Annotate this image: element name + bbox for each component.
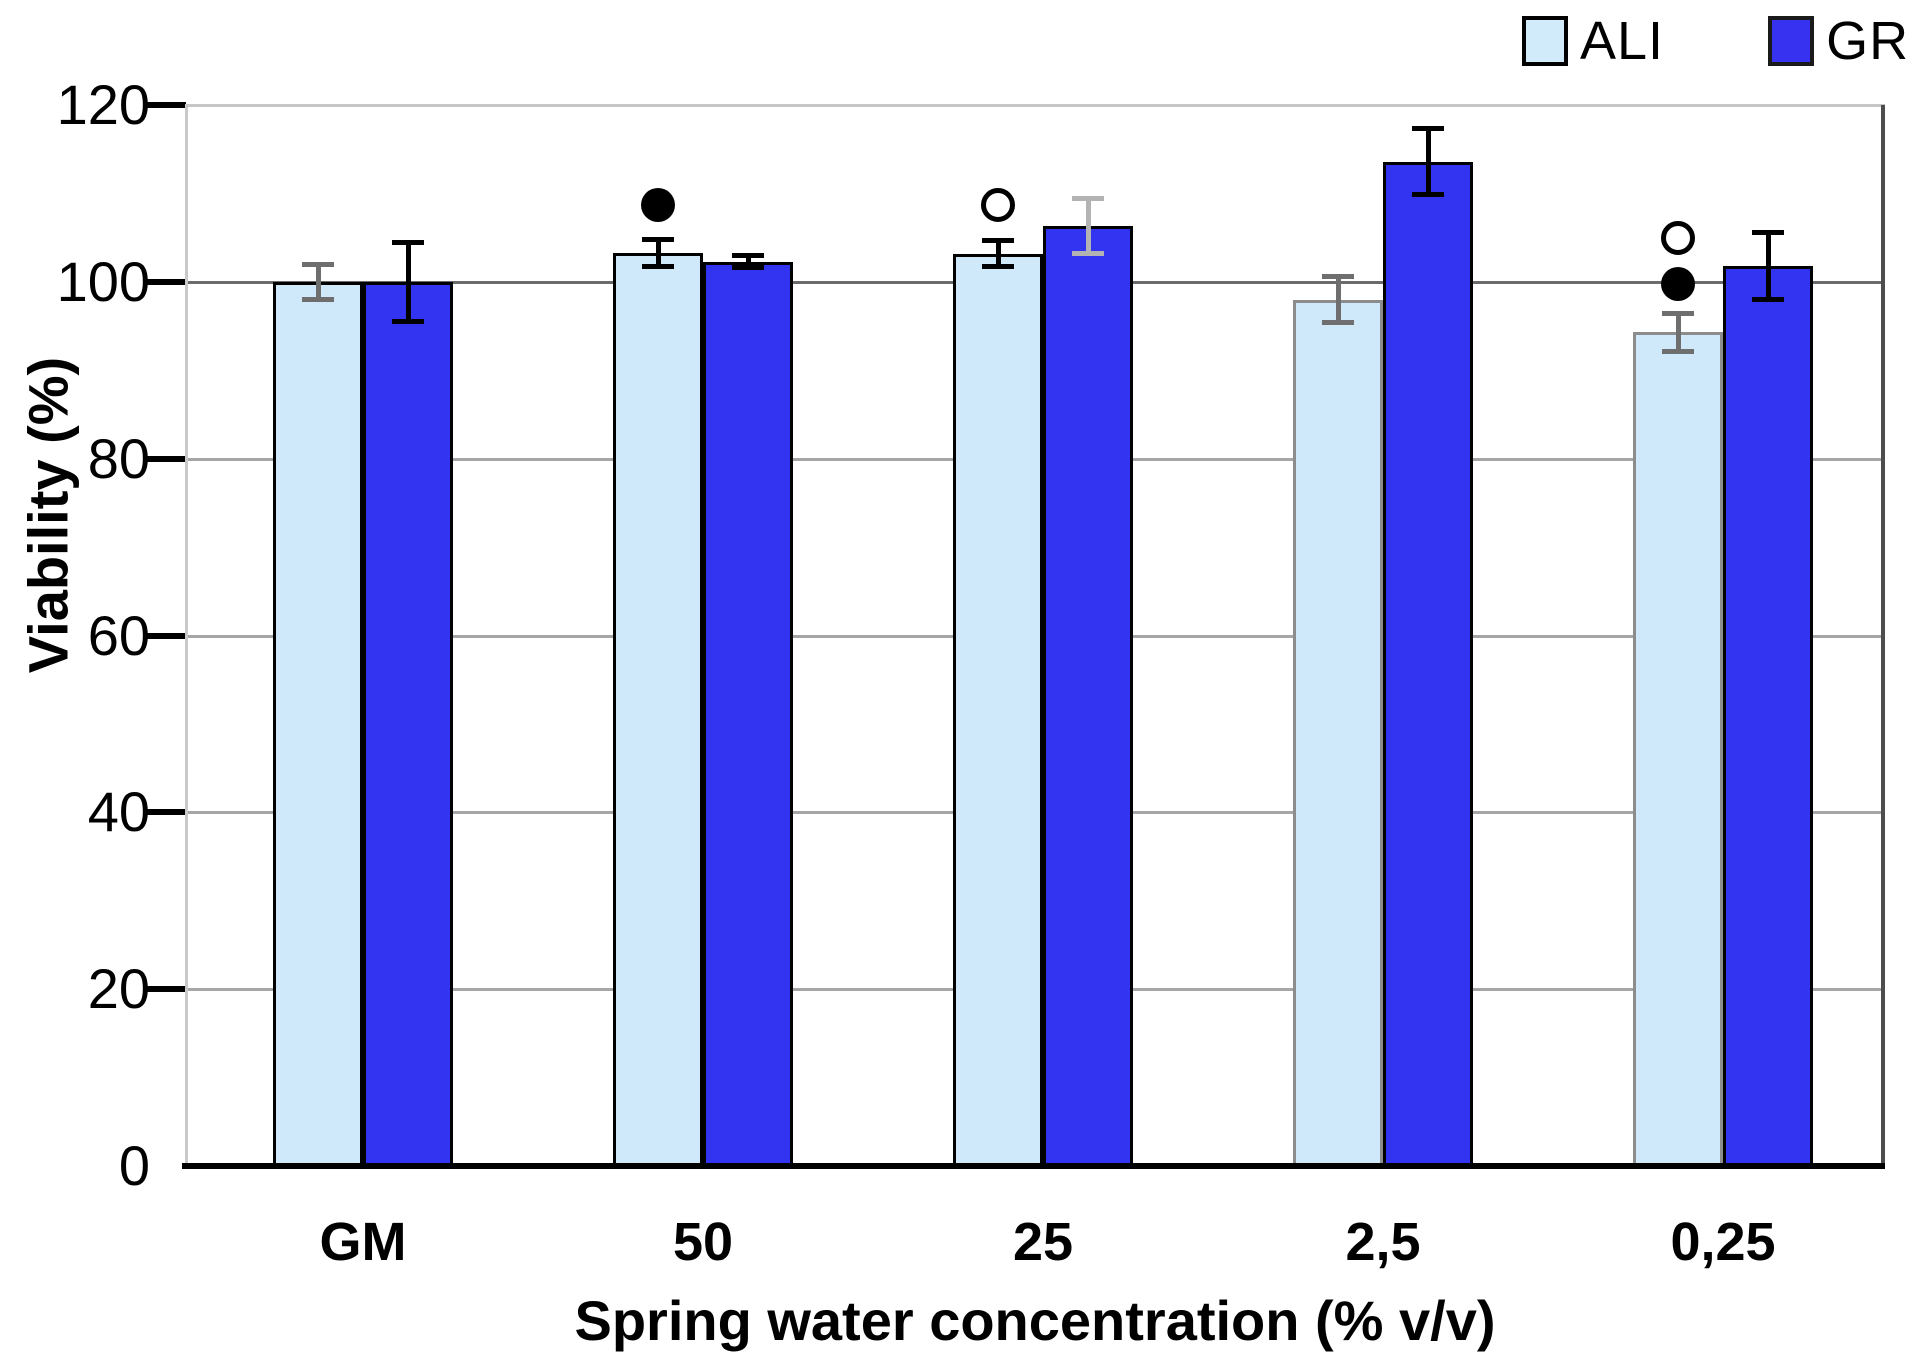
legend-label-gr: GR xyxy=(1826,11,1909,71)
error-bar-gr-2-5-cap-bottom xyxy=(1412,192,1444,198)
x-tick-label-25: 25 xyxy=(1012,1212,1074,1272)
error-bar-ali-2-5 xyxy=(1335,275,1341,324)
legend-swatch-ali xyxy=(1522,16,1568,66)
error-bar-gr-50-cap-top xyxy=(732,253,764,259)
error-bar-ali-25-cap-top xyxy=(982,238,1014,244)
error-bar-ali-25 xyxy=(995,240,1001,267)
y-tick-120 xyxy=(147,102,186,108)
error-bar-ali-gm xyxy=(315,264,321,300)
legend-label-ali: ALI xyxy=(1580,11,1665,71)
legend-item-ali: ALI xyxy=(1522,14,1664,68)
error-bar-ali-0-25 xyxy=(1675,312,1681,352)
error-bar-gr-0-25 xyxy=(1765,232,1771,300)
y-tick-label-20: 20 xyxy=(87,957,150,1021)
error-bar-ali-25-cap-bottom xyxy=(982,263,1014,269)
bar-gr-50 xyxy=(703,261,793,1166)
error-bar-gr-0-25-cap-top xyxy=(1752,230,1784,236)
error-bar-gr-50-cap-bottom xyxy=(732,264,764,270)
x-tick-label-gm: GM xyxy=(319,1212,407,1272)
y-tick-20 xyxy=(147,986,186,993)
error-bar-ali-gm-cap-top xyxy=(302,262,334,268)
error-bar-ali-50-cap-bottom xyxy=(642,263,674,269)
marker-filled-circle-50 xyxy=(641,187,675,222)
x-axis-title: Spring water concentration (% v/v) xyxy=(574,1289,1496,1352)
y-tick-label-80: 80 xyxy=(87,426,150,490)
x-tick-label-50: 50 xyxy=(672,1212,734,1272)
bar-gr-0-25 xyxy=(1723,265,1813,1166)
error-bar-gr-gm-cap-top xyxy=(392,240,424,246)
bar-gr-gm xyxy=(363,281,453,1166)
error-bar-gr-25-cap-bottom xyxy=(1072,251,1104,257)
x-axis-line xyxy=(182,1163,1885,1169)
legend-item-gr: GR xyxy=(1768,14,1909,68)
y-tick-label-100: 100 xyxy=(56,249,150,313)
bar-ali-25 xyxy=(953,253,1043,1166)
error-bar-gr-0-25-cap-bottom xyxy=(1752,296,1784,302)
y-tick-label-0: 0 xyxy=(118,1134,150,1197)
bar-ali-0-25 xyxy=(1633,332,1723,1166)
y-tick-80 xyxy=(147,455,186,462)
y-tick-label-120: 120 xyxy=(56,73,150,136)
error-bar-gr-2-5-cap-top xyxy=(1412,125,1444,131)
legend-swatch-gr xyxy=(1768,16,1815,66)
y-tick-label-60: 60 xyxy=(87,603,150,667)
plot-right-border xyxy=(1881,105,1885,1166)
error-bar-ali-gm-cap-bottom xyxy=(302,296,334,302)
error-bar-gr-50 xyxy=(745,255,751,268)
gridline-120 xyxy=(185,104,1885,107)
marker-open-circle-0-25 xyxy=(1661,220,1695,255)
error-bar-gr-2-5 xyxy=(1425,127,1431,196)
plot-area xyxy=(182,104,1885,1169)
error-bar-gr-gm-cap-bottom xyxy=(392,318,424,324)
bar-ali-gm xyxy=(273,281,363,1166)
x-tick-label-2-5: 2,5 xyxy=(1345,1212,1421,1272)
legend: ALI GR xyxy=(1522,14,1909,68)
error-bar-ali-0-25-cap-top xyxy=(1662,310,1694,316)
y-axis-line xyxy=(185,105,188,1166)
y-tick-label-40: 40 xyxy=(87,780,150,844)
bar-gr-2-5 xyxy=(1383,161,1473,1166)
error-bar-ali-50 xyxy=(655,238,661,267)
error-bar-ali-2-5-cap-bottom xyxy=(1322,320,1354,326)
bar-gr-25 xyxy=(1043,226,1133,1166)
y-tick-40 xyxy=(147,809,186,816)
bar-ali-50 xyxy=(613,252,703,1166)
error-bar-gr-25-cap-top xyxy=(1072,195,1104,201)
error-bar-ali-2-5-cap-top xyxy=(1322,273,1354,279)
error-bar-gr-25 xyxy=(1085,197,1091,255)
x-tick-label-0-25: 0,25 xyxy=(1670,1212,1776,1272)
y-tick-60 xyxy=(147,632,186,639)
bar-ali-2-5 xyxy=(1293,299,1383,1166)
error-bar-gr-gm xyxy=(405,242,411,322)
error-bar-ali-0-25-cap-bottom xyxy=(1662,348,1694,354)
marker-filled-circle-0-25 xyxy=(1661,266,1695,301)
error-bar-ali-50-cap-top xyxy=(642,236,674,242)
y-tick-100 xyxy=(147,278,186,285)
marker-open-circle-25 xyxy=(981,187,1015,222)
